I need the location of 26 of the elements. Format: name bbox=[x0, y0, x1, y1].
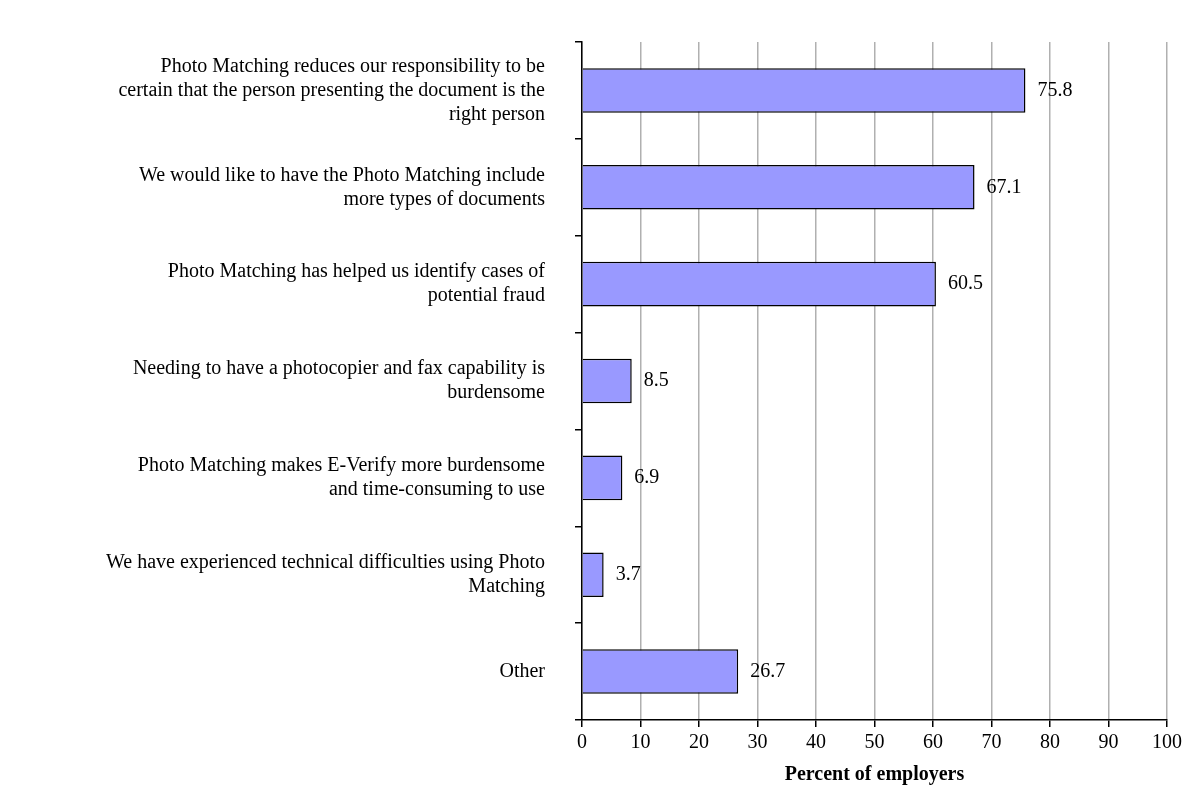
y-tick-label: Photo Matching makes E-Verify more burdensome and time-consuming to use bbox=[137, 453, 546, 501]
x-tick-label: 50 bbox=[864, 730, 885, 753]
y-tick-label: Needing to have a photocopier and fax capability is burdensome bbox=[132, 356, 546, 403]
data-label: 8.5 bbox=[643, 368, 669, 391]
x-tick-label: 80 bbox=[1040, 730, 1060, 753]
x-tick-label: 60 bbox=[923, 730, 943, 753]
x-axis-title: Percent of employers bbox=[784, 762, 965, 786]
x-tick-label: 70 bbox=[981, 730, 1002, 753]
x-tick-label: 10 bbox=[630, 730, 651, 753]
x-tick-label: 20 bbox=[689, 730, 709, 753]
y-tick-label: We have experienced technical difficulties using Photo Matching bbox=[106, 549, 545, 597]
data-label: 60.5 bbox=[947, 271, 983, 294]
x-tick-label: 0 bbox=[577, 730, 587, 753]
data-label: 75.8 bbox=[1037, 77, 1073, 100]
data-label: 67.1 bbox=[986, 174, 1022, 197]
x-tick-label: 40 bbox=[806, 730, 826, 753]
x-tick-label: 30 bbox=[747, 730, 768, 753]
y-tick-label: We would like to have the Photo Matching include more types of documents bbox=[138, 162, 546, 210]
data-label: 3.7 bbox=[615, 561, 641, 584]
y-tick-label: Other bbox=[499, 658, 546, 681]
data-label: 6.9 bbox=[634, 465, 660, 488]
x-tick-label: 90 bbox=[1098, 730, 1119, 753]
data-label: 26.7 bbox=[750, 658, 786, 681]
y-tick-label: Photo Matching has helped us identify cases of potential fraud bbox=[167, 259, 546, 307]
y-tick-label: Photo Matching reduces our responsibility to be certain that the person presenting the document is the right person bbox=[118, 53, 546, 125]
x-tick-label: 100 bbox=[1152, 730, 1182, 753]
